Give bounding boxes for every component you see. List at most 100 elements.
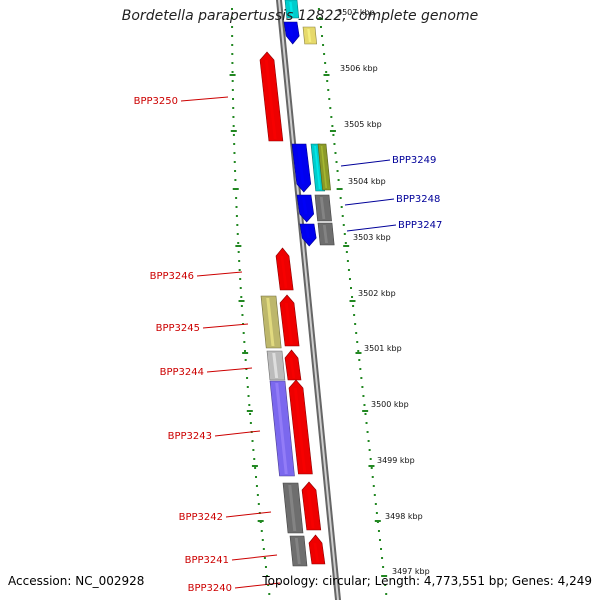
ruler-dot	[238, 260, 241, 262]
ruler-major-tick	[336, 188, 343, 190]
tick-label-3503: 3503 kbp	[353, 233, 391, 242]
ruler-major-tick	[229, 74, 236, 76]
ruler-major-tick	[349, 300, 356, 302]
leader-line	[214, 430, 261, 437]
ruler-major-tick	[251, 465, 258, 467]
page-title: Bordetella parapertussis 12822, complete…	[121, 8, 479, 24]
ruler-major-tick	[362, 410, 369, 412]
gene-bpp3243-outer	[269, 380, 295, 477]
ruler-major-tick	[329, 130, 336, 132]
ruler-dot	[233, 143, 236, 145]
ruler-dot	[354, 323, 357, 325]
ruler-dot	[367, 440, 370, 442]
ruler-dot	[368, 449, 371, 451]
ruler-dot	[328, 98, 331, 100]
ruler-dot	[243, 350, 246, 352]
ruler-dot	[255, 485, 258, 487]
accession-text: Accession: NC_002928	[8, 574, 145, 588]
ruler-dot	[262, 548, 265, 550]
ruler-major-tick	[374, 520, 381, 522]
gene-bpp3250	[259, 51, 284, 142]
ruler-dot	[322, 44, 325, 46]
ruler-dot	[334, 152, 337, 154]
gene-bpp3246	[275, 247, 294, 291]
leader-line	[206, 367, 253, 373]
ruler-dot	[381, 557, 384, 559]
ruler-dot	[234, 170, 237, 172]
ruler-dot	[329, 107, 332, 109]
ruler-dot	[358, 359, 361, 361]
ruler-dot	[253, 458, 256, 460]
ruler-dot	[365, 422, 368, 424]
ruler-dot	[238, 269, 241, 271]
ruler-tick-labels: 3507 kbp 3506 kbp 3505 kbp 3504 kbp 3503…	[337, 8, 430, 576]
gene-bpp3243-inner	[288, 379, 313, 475]
gene-label-bpp3246: BPP3246	[150, 271, 194, 282]
ruler-dot	[237, 242, 240, 244]
ruler-dot	[233, 152, 236, 154]
ruler-dot	[382, 566, 385, 568]
gene-bpp3245-outer	[260, 295, 282, 349]
ruler-dot	[247, 395, 250, 397]
ruler-major-tick	[232, 188, 239, 190]
ruler-dot	[240, 296, 243, 298]
ruler-dot	[366, 431, 369, 433]
gene-bpp3241-inner	[308, 534, 326, 565]
ruler-dot	[339, 197, 342, 199]
ruler-dot	[364, 413, 367, 415]
gene-label-bpp3247: BPP3247	[398, 220, 442, 231]
ruler-dot	[249, 422, 252, 424]
ruler-dot	[380, 548, 383, 550]
ruler-dot	[373, 494, 376, 496]
ruler-major-tick	[317, 18, 324, 20]
ruler-dot	[263, 557, 266, 559]
ruler-dot	[350, 287, 353, 289]
ruler-dot	[362, 395, 365, 397]
ruler-major-tick	[257, 520, 264, 522]
gene-label-bpp3241: BPP3241	[185, 555, 229, 566]
ruler-dot	[254, 467, 257, 469]
ruler-dot	[330, 116, 333, 118]
ruler-dot	[246, 386, 249, 388]
ruler-dot	[363, 404, 366, 406]
ruler-major-tick	[368, 465, 375, 467]
tick-label-3505: 3505 kbp	[344, 120, 382, 129]
ruler-major-tick	[242, 352, 249, 354]
ruler-dot	[327, 89, 330, 91]
gene-leader-lines	[180, 96, 397, 589]
gene-top-blue	[283, 21, 300, 45]
gene-bpp3247-gray	[317, 222, 335, 246]
ruler-dot	[231, 44, 234, 46]
ruler-dot	[237, 251, 240, 253]
leader-line	[180, 96, 229, 102]
ruler-dot	[235, 206, 238, 208]
ruler-dot	[231, 53, 234, 55]
ruler-dot	[359, 368, 362, 370]
ruler-dot	[317, 8, 320, 10]
ruler-dot	[232, 134, 235, 136]
ruler-dot	[232, 107, 235, 109]
tick-label-3507: 3507 kbp	[337, 8, 375, 17]
ruler-dot	[337, 179, 340, 181]
gene-label-bpp3249: BPP3249	[392, 155, 436, 166]
gene-bpp3242-outer	[282, 482, 304, 534]
gene-bpp3247-blue	[299, 223, 317, 247]
ruler-dot	[324, 62, 327, 64]
ruler-dot	[231, 89, 234, 91]
ruler-dot	[369, 458, 372, 460]
gene-label-bpp3250: BPP3250	[134, 96, 178, 107]
ruler-dot	[371, 476, 374, 478]
ruler-dot	[235, 197, 238, 199]
ruler-major-tick	[343, 245, 350, 247]
ruler-dot	[325, 71, 328, 73]
ruler-dot	[384, 584, 387, 586]
ruler-dot	[352, 305, 355, 307]
tick-label-3499: 3499 kbp	[377, 456, 415, 465]
ruler-dot	[231, 62, 234, 64]
ruler-dot	[264, 566, 267, 568]
tick-label-3497: 3497 kbp	[392, 567, 430, 576]
ruler-major-tick	[238, 300, 245, 302]
ruler-dot	[234, 179, 237, 181]
ruler-dot	[319, 26, 322, 28]
